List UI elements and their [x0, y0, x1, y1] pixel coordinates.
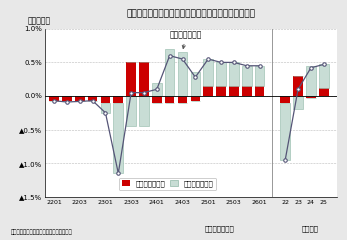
Bar — [88, 96, 98, 101]
Bar — [139, 62, 149, 96]
Bar — [191, 72, 200, 96]
Bar — [165, 96, 175, 103]
Bar — [152, 96, 162, 103]
Bar — [49, 96, 59, 101]
Bar — [242, 66, 252, 86]
Bar — [203, 59, 213, 86]
Bar — [126, 96, 136, 126]
Bar — [242, 86, 252, 96]
Legend: ガソリン・灯油, 電気・都市ガス: ガソリン・灯油, 電気・都市ガス — [119, 178, 216, 190]
Text: 激変緩和措置計: 激変緩和措置計 — [170, 30, 202, 48]
Bar — [75, 96, 85, 101]
Bar — [101, 96, 110, 103]
Text: 激変緩和措置による消費者物価（除く生鮮）への影響: 激変緩和措置による消費者物価（除く生鮮）への影響 — [126, 10, 255, 19]
Bar — [191, 96, 200, 101]
Bar — [229, 62, 239, 86]
Bar — [280, 96, 290, 103]
Bar — [216, 62, 226, 86]
Bar — [319, 88, 329, 96]
Bar — [165, 49, 175, 96]
Bar — [113, 96, 123, 103]
Bar — [113, 103, 123, 173]
Bar — [62, 96, 72, 101]
Bar — [229, 86, 239, 96]
Bar — [203, 86, 213, 96]
Text: （年・四半期）: （年・四半期） — [205, 225, 235, 232]
Text: （年度）: （年度） — [302, 225, 319, 232]
Bar — [306, 66, 316, 96]
Bar — [306, 96, 316, 98]
Bar — [319, 64, 329, 88]
Bar — [255, 86, 264, 96]
Bar — [293, 76, 303, 96]
Bar — [178, 52, 187, 96]
Bar — [280, 103, 290, 160]
Text: （前年比）: （前年比） — [28, 17, 51, 26]
Bar — [293, 96, 303, 109]
Bar — [152, 83, 162, 96]
Text: （資料）総務省統計局「消費者物価指数」: （資料）総務省統計局「消費者物価指数」 — [10, 230, 72, 235]
Bar — [101, 103, 110, 113]
Bar — [178, 96, 187, 103]
Bar — [216, 86, 226, 96]
Bar — [255, 66, 264, 86]
Bar — [139, 96, 149, 126]
Bar — [126, 62, 136, 96]
